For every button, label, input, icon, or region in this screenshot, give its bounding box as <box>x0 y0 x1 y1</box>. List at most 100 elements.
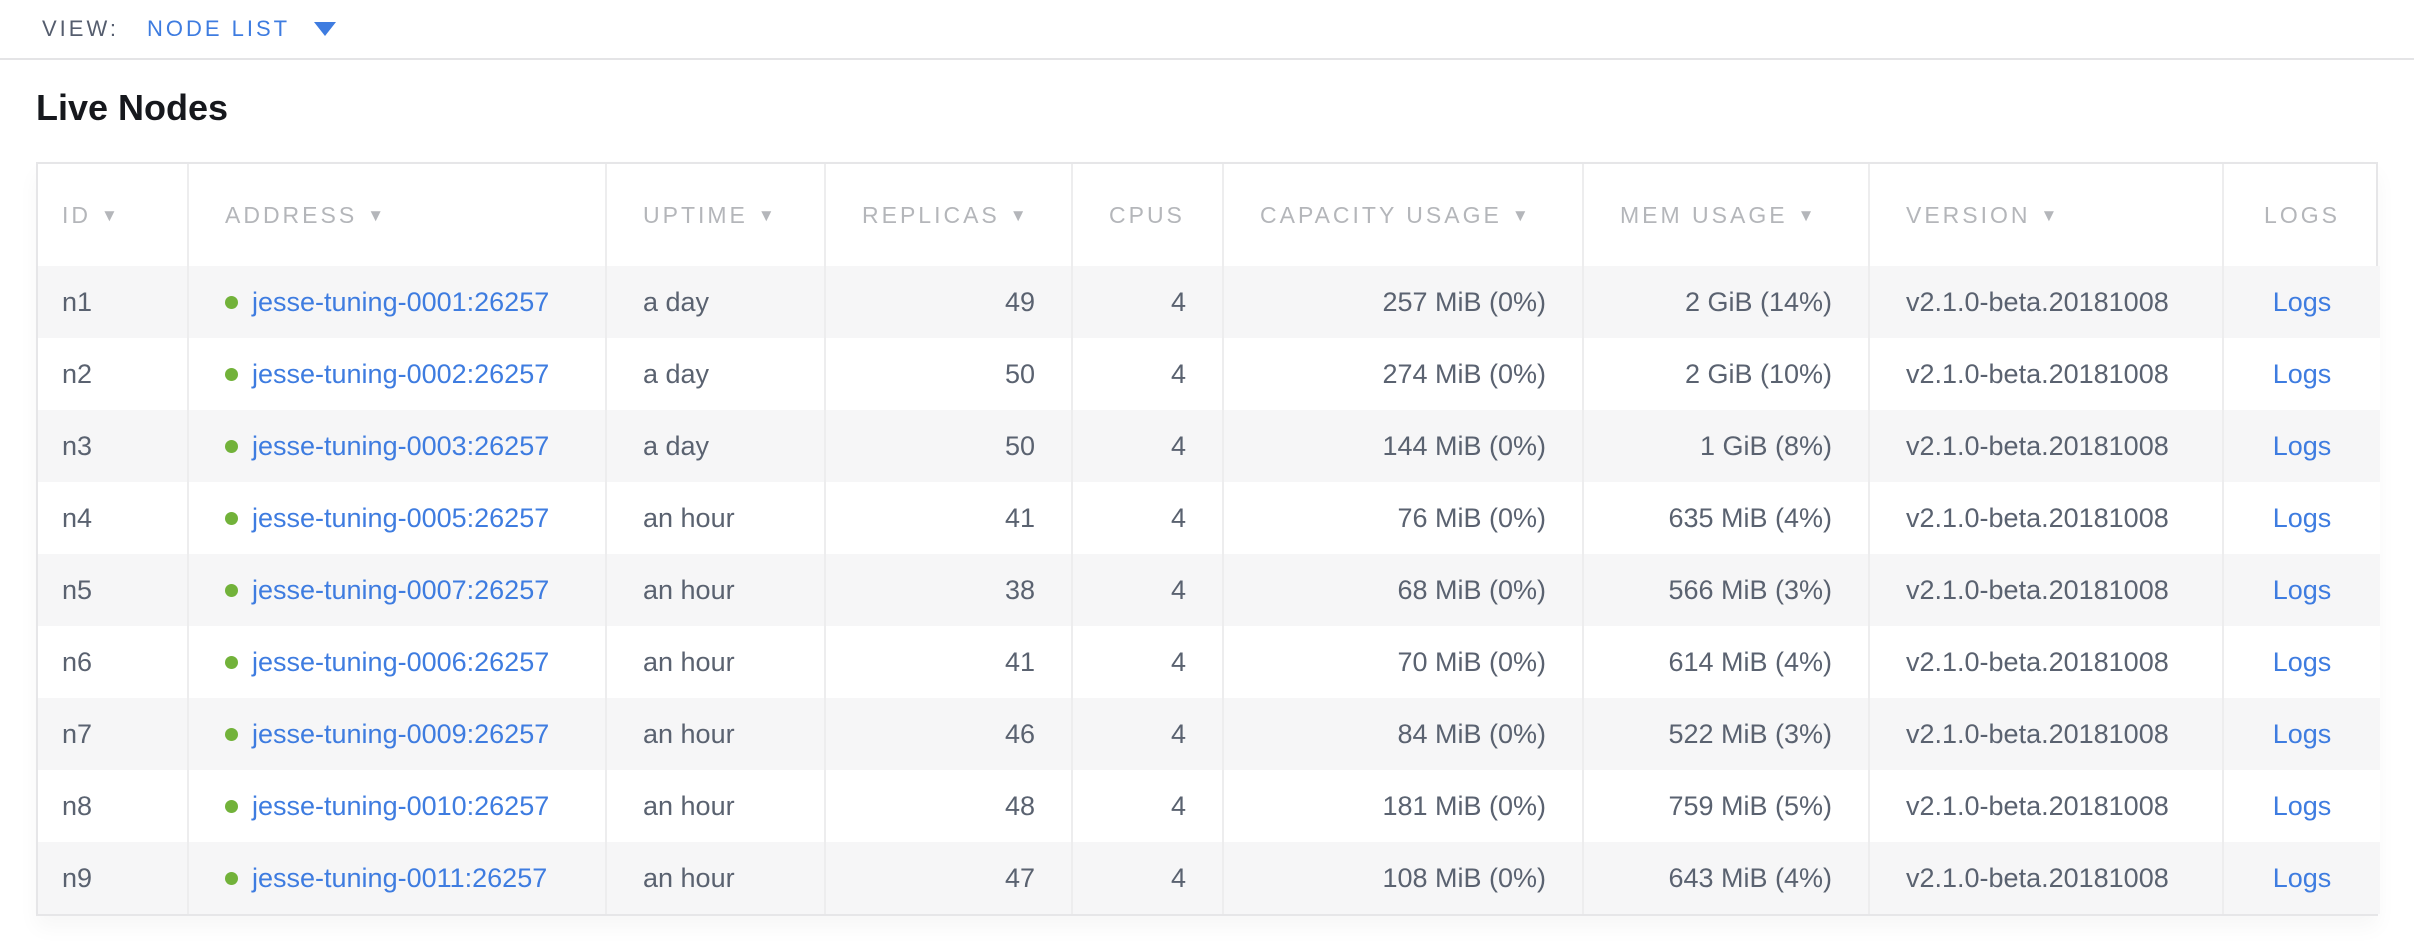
node-address-link[interactable]: jesse-tuning-0010:26257 <box>252 790 550 821</box>
node-logs-link[interactable]: Logs <box>2272 430 2332 461</box>
column-header-capacity[interactable]: CAPACITY USAGE ▼ <box>1223 164 1584 266</box>
column-header-cpus: CPUS <box>1072 164 1224 266</box>
node-address-link[interactable]: jesse-tuning-0003:26257 <box>252 430 550 461</box>
node-address-link[interactable]: jesse-tuning-0005:26257 <box>252 502 550 533</box>
node-version-value: v2.1.0-beta.20181008 <box>1906 646 2169 677</box>
node-logs-link[interactable]: Logs <box>2272 358 2332 389</box>
sort-desc-icon: ▼ <box>101 205 121 225</box>
node-live-status-dot <box>225 439 238 453</box>
node-mem-cell: 643 MiB (4%) <box>1583 842 1870 914</box>
node-cpus-cell: 4 <box>1072 698 1224 770</box>
node-capacity-cell: 108 MiB (0%) <box>1223 842 1584 914</box>
node-logs-link[interactable]: Logs <box>2272 718 2332 749</box>
node-logs-link[interactable]: Logs <box>2272 502 2332 533</box>
node-live-status-dot <box>225 511 238 525</box>
node-capacity-cell: 84 MiB (0%) <box>1223 698 1584 770</box>
node-live-status-dot <box>225 655 238 669</box>
node-mem-cell: 2 GiB (14%) <box>1583 266 1870 338</box>
node-logs-cell: Logs <box>2223 482 2380 554</box>
column-header-version[interactable]: VERSION ▼ <box>1869 164 2224 266</box>
node-cpus-cell: 4 <box>1072 482 1224 554</box>
sort-desc-icon: ▼ <box>367 205 388 225</box>
node-capacity-cell: 68 MiB (0%) <box>1223 554 1584 626</box>
node-address-link[interactable]: jesse-tuning-0011:26257 <box>252 862 548 893</box>
node-replicas-value: 50 <box>1004 430 1035 461</box>
node-uptime-value: a day <box>643 286 710 317</box>
node-capacity-value: 68 MiB (0%) <box>1397 574 1546 605</box>
node-replicas-value: 38 <box>1004 574 1035 605</box>
node-version-cell: v2.1.0-beta.20181008 <box>1869 266 2224 338</box>
node-id-value: n8 <box>62 790 93 821</box>
node-capacity-value: 257 MiB (0%) <box>1382 286 1546 317</box>
node-capacity-cell: 257 MiB (0%) <box>1223 266 1584 338</box>
node-address-cell: jesse-tuning-0011:26257 <box>188 842 607 914</box>
table-row: n2 jesse-tuning-0002:26257 a day 50 4 274 MiB… <box>38 338 2380 410</box>
column-header-address[interactable]: ADDRESS ▼ <box>188 164 607 266</box>
node-version-cell: v2.1.0-beta.20181008 <box>1869 410 2224 482</box>
view-selector-dropdown[interactable]: NODE LIST <box>147 16 337 42</box>
node-address-link[interactable]: jesse-tuning-0002:26257 <box>252 358 550 389</box>
node-logs-link[interactable]: Logs <box>2272 862 2332 893</box>
table-row: n1 jesse-tuning-0001:26257 a day 49 4 257 MiB… <box>38 266 2380 338</box>
node-uptime-value: a day <box>643 358 710 389</box>
node-version-cell: v2.1.0-beta.20181008 <box>1869 554 2224 626</box>
sort-desc-icon: ▼ <box>757 205 778 225</box>
node-cpus-cell: 4 <box>1072 842 1224 914</box>
node-capacity-value: 76 MiB (0%) <box>1397 502 1546 533</box>
node-logs-link[interactable]: Logs <box>2272 790 2332 821</box>
node-cpus-cell: 4 <box>1072 338 1224 410</box>
node-logs-link[interactable]: Logs <box>2272 574 2332 605</box>
node-cpus-value: 4 <box>1170 286 1186 317</box>
node-mem-value: 614 MiB (4%) <box>1668 646 1832 677</box>
node-logs-link[interactable]: Logs <box>2272 286 2332 317</box>
node-id-value: n1 <box>62 286 93 317</box>
node-replicas-value: 49 <box>1004 286 1035 317</box>
node-address-cell: jesse-tuning-0006:26257 <box>188 626 607 698</box>
node-mem-value: 566 MiB (3%) <box>1668 574 1832 605</box>
node-replicas-value: 48 <box>1004 790 1035 821</box>
node-uptime-cell: an hour <box>606 842 826 914</box>
node-id-value: n6 <box>62 646 93 677</box>
node-uptime-value: an hour <box>643 718 735 749</box>
node-mem-cell: 635 MiB (4%) <box>1583 482 1870 554</box>
column-header-label: UPTIME <box>643 201 748 228</box>
column-header-uptime[interactable]: UPTIME ▼ <box>606 164 826 266</box>
sort-desc-icon: ▼ <box>1009 205 1030 225</box>
column-header-label: REPLICAS <box>862 201 1000 228</box>
sort-desc-icon: ▼ <box>2040 205 2061 225</box>
view-bar: VIEW: NODE LIST <box>0 0 2414 60</box>
node-address-cell: jesse-tuning-0007:26257 <box>188 554 607 626</box>
node-logs-cell: Logs <box>2223 554 2380 626</box>
node-mem-cell: 2 GiB (10%) <box>1583 338 1870 410</box>
node-cpus-value: 4 <box>1170 718 1186 749</box>
column-header-logs: LOGS <box>2223 164 2380 266</box>
node-uptime-cell: an hour <box>606 770 826 842</box>
node-mem-cell: 1 GiB (8%) <box>1583 410 1870 482</box>
column-header-id[interactable]: ID ▼ <box>38 164 189 266</box>
node-address-link[interactable]: jesse-tuning-0007:26257 <box>252 574 550 605</box>
column-header-label: CPUS <box>1109 201 1185 228</box>
column-header-mem[interactable]: MEM USAGE ▼ <box>1583 164 1870 266</box>
node-address-cell: jesse-tuning-0001:26257 <box>188 266 607 338</box>
node-id-cell: n5 <box>38 554 189 626</box>
view-label: VIEW: <box>42 16 119 41</box>
node-logs-cell: Logs <box>2223 410 2380 482</box>
node-id-cell: n6 <box>38 626 189 698</box>
node-replicas-cell: 50 <box>825 410 1073 482</box>
node-cpus-value: 4 <box>1170 790 1186 821</box>
table-row: n8 jesse-tuning-0010:26257 an hour 48 4 181 M… <box>38 770 2380 842</box>
node-address-link[interactable]: jesse-tuning-0009:26257 <box>252 718 550 749</box>
node-id-cell: n9 <box>38 842 189 914</box>
node-logs-link[interactable]: Logs <box>2272 646 2332 677</box>
node-replicas-value: 50 <box>1004 358 1035 389</box>
column-header-replicas[interactable]: REPLICAS ▼ <box>825 164 1073 266</box>
node-cpus-value: 4 <box>1170 862 1186 893</box>
node-cpus-value: 4 <box>1170 430 1186 461</box>
node-capacity-value: 144 MiB (0%) <box>1382 430 1546 461</box>
node-mem-value: 2 GiB (14%) <box>1684 286 1832 317</box>
node-address-link[interactable]: jesse-tuning-0006:26257 <box>252 646 550 677</box>
node-version-cell: v2.1.0-beta.20181008 <box>1869 770 2224 842</box>
node-address-link[interactable]: jesse-tuning-0001:26257 <box>252 286 550 317</box>
node-cpus-value: 4 <box>1170 358 1186 389</box>
sort-desc-icon: ▼ <box>1511 205 1532 225</box>
